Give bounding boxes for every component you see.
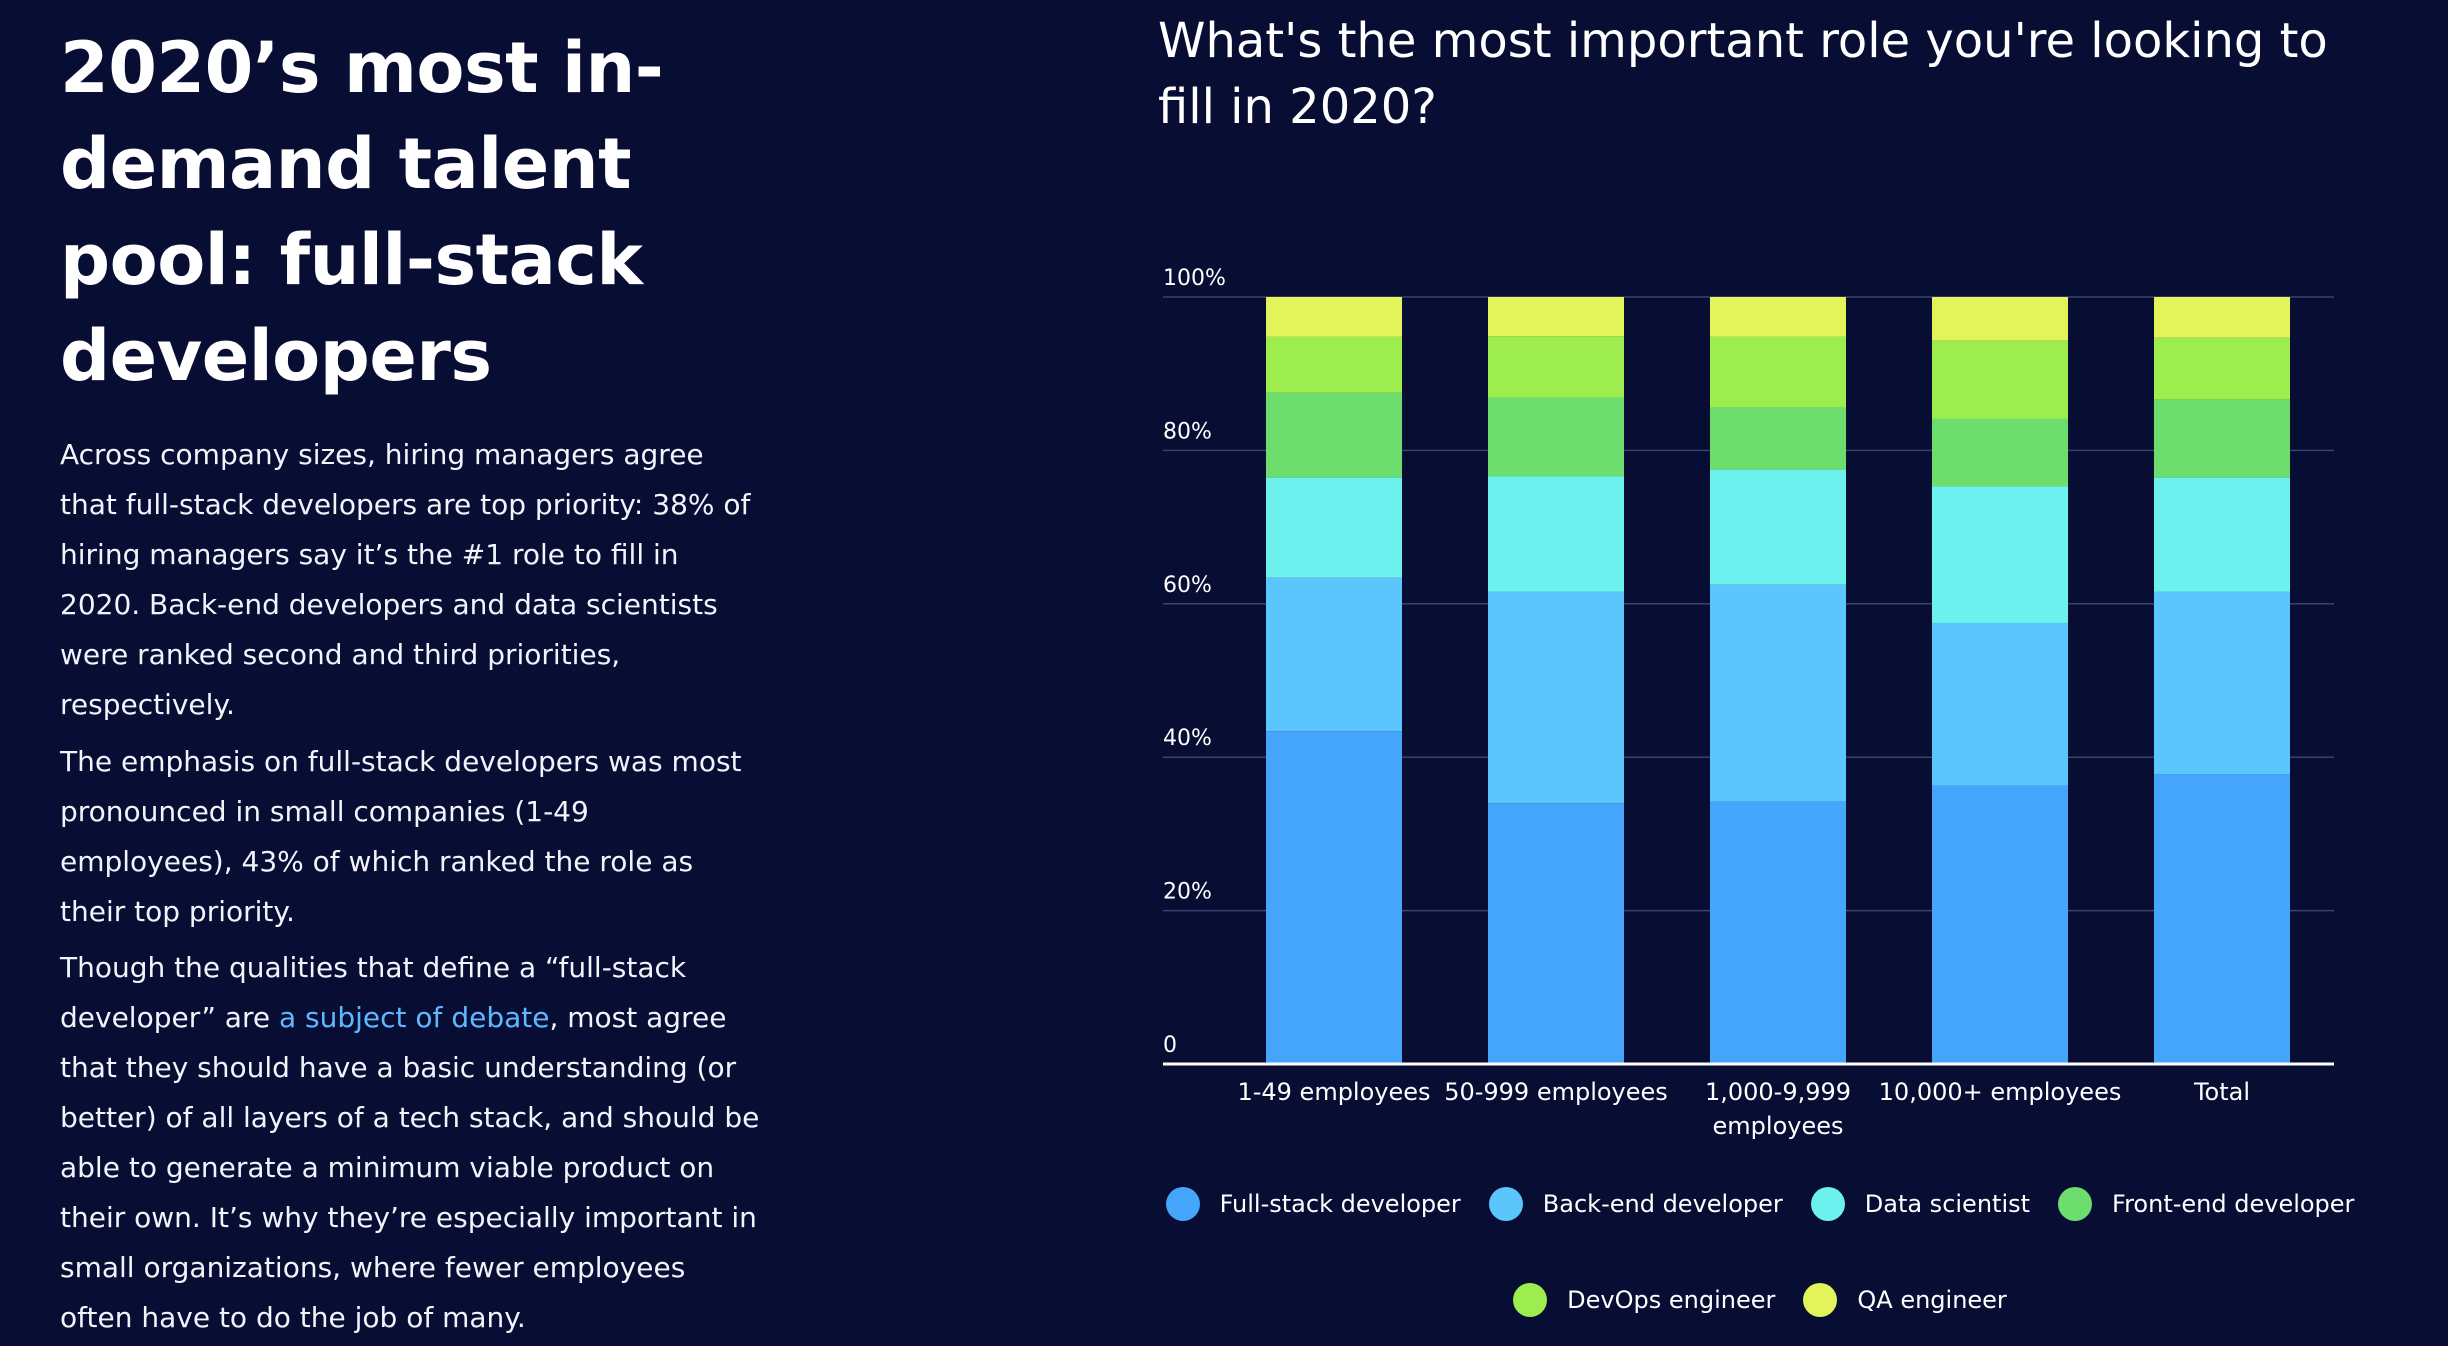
bar-segment <box>1266 577 1402 732</box>
bar-segment <box>1266 297 1402 337</box>
bar-segment <box>2154 399 2290 478</box>
bar-segment <box>1932 785 2068 1064</box>
legend-label: Full-stack developer <box>1219 1190 1461 1218</box>
legend-label: DevOps engineer <box>1567 1286 1776 1314</box>
y-tick-label: 100% <box>1163 266 1226 291</box>
legend-label: Data scientist <box>1864 1190 2031 1218</box>
chart-title: What's the most important role you're lo… <box>1158 13 2328 135</box>
bar-segment <box>1488 476 1624 592</box>
bar-segment <box>1266 336 1402 393</box>
legend-swatch <box>1810 1187 1845 1221</box>
y-tick-label: 80% <box>1163 419 1212 444</box>
legend-item: Data scientist <box>1810 1186 2031 1222</box>
bar-segment <box>1932 486 2068 623</box>
bar-segment <box>1488 591 1624 804</box>
legend-label: QA engineer <box>1857 1286 2007 1314</box>
y-tick-label: 40% <box>1163 726 1212 751</box>
legend-item: Back-end developer <box>1488 1186 1783 1222</box>
bar-segment <box>2154 774 2290 1064</box>
legend-item: DevOps engineer <box>1513 1282 1775 1318</box>
bar-segment <box>1932 297 2068 341</box>
bar-segment <box>1932 622 2068 786</box>
legend-item: Full-stack developer <box>1165 1186 1461 1222</box>
bar-segment <box>1266 392 1402 478</box>
bar-segment <box>1710 336 1846 408</box>
page-title: 2020’s most in-demand talent pool: full-… <box>60 27 664 397</box>
full-stack-definition-paragraph: Though the qualities that define a “full… <box>60 943 760 1343</box>
bar-segment <box>1488 397 1624 477</box>
bar-segment <box>1710 801 1846 1064</box>
small-companies-paragraph: The emphasis on full-stack developers wa… <box>60 745 742 928</box>
paragraph-text-after-link: , most agree that they should have a bas… <box>60 1001 760 1334</box>
bar-segment <box>1710 469 1846 585</box>
y-tick-label: 0 <box>1163 1033 1177 1058</box>
bar-segment <box>1932 340 2068 419</box>
legend-swatch <box>1488 1187 1523 1221</box>
bar-segment <box>1710 584 1846 802</box>
x-tick-label: 10,000+ employees <box>1879 1078 2122 1106</box>
x-tick-label: Total <box>2193 1078 2250 1106</box>
bar-segment <box>1266 477 1402 578</box>
intro-paragraph: Across company sizes, hiring managers ag… <box>60 438 751 721</box>
x-tick-label: 1-49 employees <box>1237 1078 1430 1106</box>
bar-segment <box>1710 407 1846 470</box>
legend-swatch <box>1803 1283 1838 1317</box>
paragraph-text-before-link: Though the qualities that define a “full… <box>60 951 687 1034</box>
chart-legend: Full-stack developer Back-end developer Da… <box>1160 1186 2360 1318</box>
legend-swatch <box>2058 1187 2093 1221</box>
x-tick-label: 1,000-9,999 employees <box>1705 1078 1851 1140</box>
bar-segment <box>2154 297 2290 338</box>
legend-swatch <box>1513 1283 1548 1317</box>
legend-label: Back-end developer <box>1542 1190 1783 1218</box>
y-tick-label: 60% <box>1163 573 1212 598</box>
bar-segment <box>1932 418 2068 487</box>
legend-label: Front-end developer <box>2112 1190 2355 1218</box>
article-column: 2020’s most in-demand talent pool: full-… <box>60 20 840 404</box>
bar-segment <box>2154 337 2290 400</box>
bar-segment <box>2154 477 2290 592</box>
bar-segment <box>1488 297 1624 337</box>
bar-segment <box>1710 297 1846 337</box>
bar-segment <box>1266 731 1402 1064</box>
bar-segment <box>1488 336 1624 398</box>
legend-swatch <box>1165 1187 1200 1221</box>
subject-of-debate-link[interactable]: a subject of debate <box>278 1001 550 1034</box>
bar-segment <box>1488 803 1624 1064</box>
legend-item: QA engineer <box>1803 1282 2007 1318</box>
y-tick-label: 20% <box>1163 880 1212 905</box>
x-tick-label: 50-999 employees <box>1444 1078 1668 1106</box>
bar-segment <box>2154 591 2290 775</box>
legend-item: Front-end developer <box>2058 1186 2354 1222</box>
